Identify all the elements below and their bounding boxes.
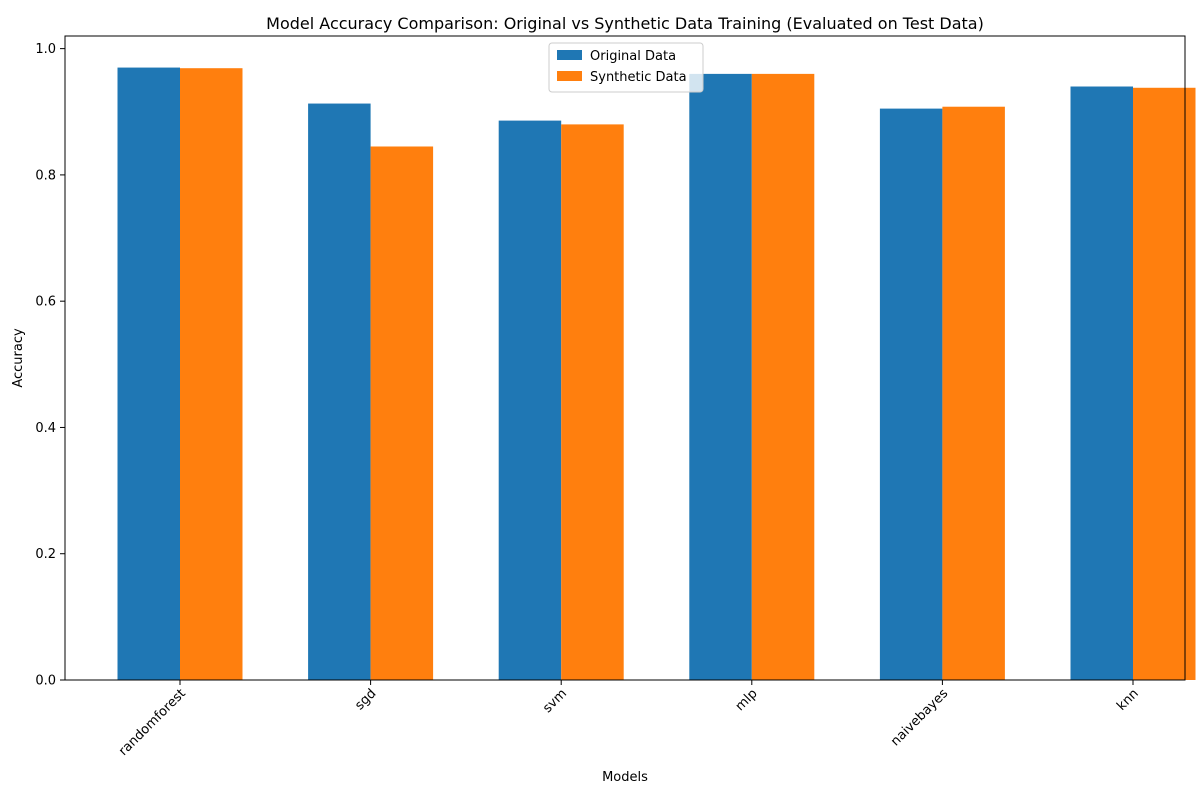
bar-synthetic-knn <box>1133 87 1196 680</box>
x-tick-label: svm <box>540 686 570 716</box>
legend-label: Original Data <box>590 49 676 64</box>
y-tick-label: 0.2 <box>35 547 56 562</box>
bar-original-randomforest <box>117 67 180 681</box>
bar-synthetic-svm <box>561 124 624 681</box>
legend: Original Data Synthetic Data <box>548 42 704 93</box>
plot-frame <box>64 35 1186 681</box>
y-tick-label: 0.0 <box>35 674 56 689</box>
x-tick-label: randomforest <box>116 686 189 759</box>
bar-synthetic-naivebayes <box>942 106 1005 680</box>
bar-synthetic-sgd <box>370 146 434 681</box>
y-axis: 0.0 0.2 0.4 0.6 0.8 1.0 <box>35 42 65 689</box>
bar-original-knn <box>1070 86 1133 680</box>
legend-frame <box>548 42 704 93</box>
bar-original-svm <box>498 120 562 680</box>
plot-area <box>117 67 1196 681</box>
bar-synthetic-mlp <box>751 73 815 681</box>
x-tick-label: sgd <box>352 686 379 713</box>
x-axis-label: Models <box>602 770 648 785</box>
bar-original-naivebayes <box>879 108 943 680</box>
y-tick-label: 0.8 <box>35 168 56 183</box>
y-tick-label: 1.0 <box>35 42 56 57</box>
y-tick-label: 0.4 <box>35 421 56 436</box>
legend-label: Synthetic Data <box>590 70 687 85</box>
x-axis: randomforest sgd svm mlp naivebayes knn <box>116 680 1142 759</box>
y-axis-label: Accuracy <box>11 328 26 388</box>
x-tick-label: mlp <box>733 686 761 714</box>
legend-swatch <box>557 50 582 60</box>
bar-original-mlp <box>689 73 752 681</box>
bar-original-sgd <box>308 103 371 680</box>
legend-swatch <box>557 71 582 81</box>
x-tick-label: knn <box>1114 686 1142 714</box>
x-tick-label: naivebayes <box>888 686 951 749</box>
y-tick-label: 0.6 <box>35 295 56 310</box>
bar-synthetic-randomforest <box>180 68 243 680</box>
chart-title: Model Accuracy Comparison: Original vs S… <box>266 14 984 33</box>
